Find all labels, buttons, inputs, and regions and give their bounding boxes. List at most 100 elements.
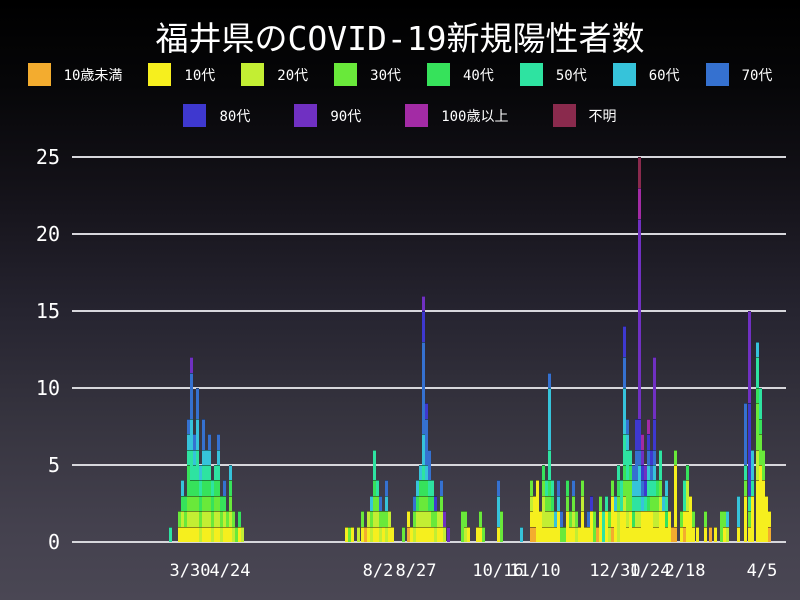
bar-segment-10代 xyxy=(216,526,220,542)
bar-segment-10代 xyxy=(478,526,482,542)
legend-swatch-icon xyxy=(405,104,429,127)
bar-segment-30代 xyxy=(186,495,190,512)
bar-segment-30代 xyxy=(219,511,223,527)
bar-segment-70代 xyxy=(652,449,656,465)
bar-segment-50代 xyxy=(604,495,608,512)
legend-label: 40代 xyxy=(463,67,494,84)
bar-segment-10代 xyxy=(688,495,692,542)
bar-segment-30代 xyxy=(198,511,202,527)
bar-segment-20代 xyxy=(240,526,244,542)
bar-segment-30代 xyxy=(439,495,443,512)
bar-segment-10代 xyxy=(682,511,686,527)
bar-segment-30代 xyxy=(722,511,726,527)
bar-segment-20代 xyxy=(755,449,759,481)
legend-label: 90代 xyxy=(330,108,362,125)
bar-segment-10代 xyxy=(610,495,614,527)
bar-segment-50代 xyxy=(616,465,620,481)
bar-segment-30代 xyxy=(499,511,503,542)
bar-segment-30代 xyxy=(743,480,747,496)
bar-segment-20代 xyxy=(607,526,611,542)
bar-segment-20代 xyxy=(231,526,235,542)
legend-item-5: 50代 xyxy=(519,63,587,86)
bar-segment-50代 xyxy=(213,465,217,481)
bar-segment-10代 xyxy=(649,511,653,542)
bar-segment-10代 xyxy=(375,526,379,542)
bar-segment-10代 xyxy=(213,526,217,542)
legend-item-0: 10歳未満 xyxy=(27,63,122,86)
bar-segment-30代 xyxy=(192,495,196,512)
bar-segment-30代 xyxy=(424,495,428,512)
bar-segment-70代 xyxy=(556,480,560,496)
bar-segment-50代 xyxy=(619,480,623,512)
bar-segment-70代 xyxy=(622,357,626,388)
bar-segment-30代 xyxy=(691,511,695,527)
legend-swatch-icon xyxy=(183,104,207,127)
bar-segment-10代 xyxy=(634,526,638,542)
legend-item-2: 20代 xyxy=(241,63,308,86)
x-tick-label: 2/18 xyxy=(664,561,706,581)
legend-item-1: 10代 xyxy=(148,63,215,86)
legend-item-9: 90代 xyxy=(294,104,361,127)
bar-segment-10代 xyxy=(673,465,677,527)
bar-segment-30代 xyxy=(460,511,464,542)
bar-segment-30代 xyxy=(433,511,437,527)
bar-segment-30代 xyxy=(719,511,723,542)
legend-swatch-icon xyxy=(27,63,51,86)
bar-segment-30代 xyxy=(201,495,205,512)
bar-segment-10代 xyxy=(640,511,644,542)
bar-segment-20代 xyxy=(415,511,419,527)
bar-segment-40代 xyxy=(372,480,376,496)
bar-segment-20代 xyxy=(616,511,620,542)
bar-segment-60代 xyxy=(496,495,500,527)
bar-segment-40代 xyxy=(198,495,202,512)
bar-segment-20代 xyxy=(637,511,641,527)
bar-segment-60代 xyxy=(661,495,665,512)
bar-segment-10代 xyxy=(658,511,662,542)
bar-segment-90代 xyxy=(446,526,450,542)
bar-segment-30代 xyxy=(755,403,759,450)
bar-segment-20代 xyxy=(547,511,551,527)
bar-segment-30代 xyxy=(412,511,416,527)
bar-segment-20代 xyxy=(378,526,382,542)
legend-label: 100歳以上 xyxy=(441,108,509,125)
bar-segment-50代 xyxy=(628,449,632,465)
bar-segment-20代 xyxy=(433,526,437,542)
gridline xyxy=(72,156,786,158)
bar-segment-10代 xyxy=(535,480,539,542)
bar-segment-80代 xyxy=(637,418,641,450)
bar-segment-20代 xyxy=(201,511,205,527)
bar-segment-70代 xyxy=(637,449,641,465)
bar-segment-20代 xyxy=(222,511,226,527)
legend-swatch-icon xyxy=(612,63,636,86)
bar-segment-10代 xyxy=(183,526,187,542)
bar-segment-70代 xyxy=(625,418,629,435)
bar-segment-10代 xyxy=(643,511,647,542)
bar-segment-10代 xyxy=(713,526,717,542)
bar-segment-10代 xyxy=(637,526,641,542)
bar-segment-30代 xyxy=(747,511,751,527)
legend-swatch-icon xyxy=(552,104,576,127)
legend-item-4: 40代 xyxy=(427,63,494,86)
bar-segment-20代 xyxy=(658,495,662,512)
bar-segment-50代 xyxy=(682,480,686,512)
bar-segment-40代 xyxy=(631,511,635,527)
bar-segment-20代 xyxy=(228,511,232,527)
bar-segment-10代 xyxy=(360,526,364,542)
bar-segment-60代 xyxy=(622,388,626,435)
bar-segment-90代 xyxy=(442,511,446,527)
bar-segment-60代 xyxy=(201,449,205,465)
bar-segment-80代 xyxy=(640,465,644,481)
bar-segment-30代 xyxy=(207,495,211,512)
bar-segment-40代 xyxy=(207,480,211,496)
bar-segment-50代 xyxy=(755,357,759,388)
bar-segment-30代 xyxy=(401,526,405,542)
bar-segment-10代 xyxy=(747,526,751,542)
bar-segment-10代 xyxy=(767,511,771,527)
bar-segment-20代 xyxy=(213,511,217,527)
bar-segment-40代 xyxy=(189,480,193,496)
bar-segment-10代 xyxy=(366,526,370,542)
x-tick-label: 8/2 xyxy=(362,561,394,581)
legend-label: 10代 xyxy=(184,67,216,84)
bar-segment-60代 xyxy=(547,388,551,450)
